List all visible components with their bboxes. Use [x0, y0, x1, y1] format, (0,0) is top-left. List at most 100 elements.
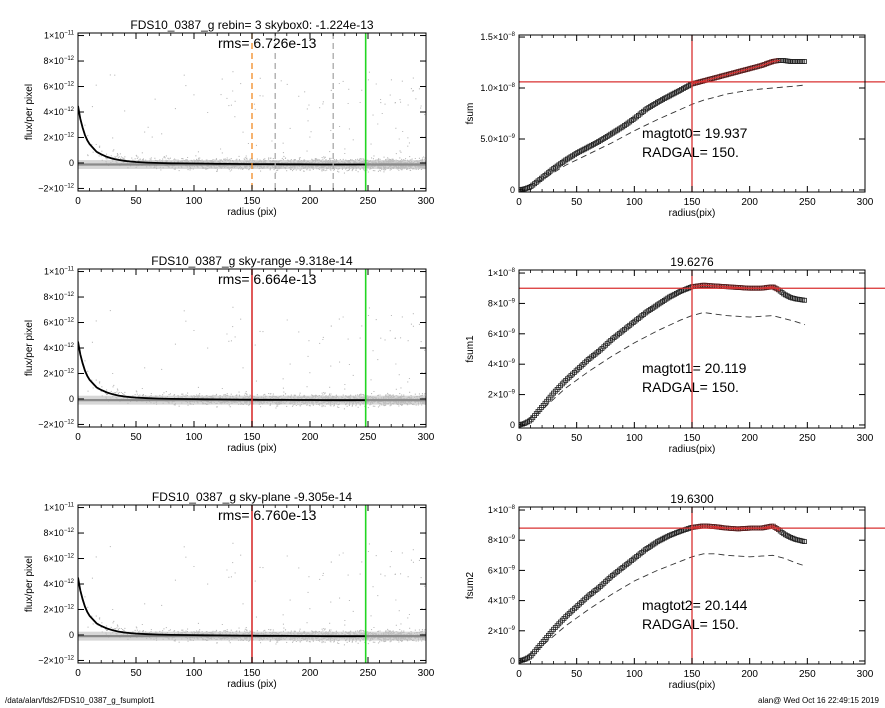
- radgal-annotation: RADGAL= 150.: [642, 379, 739, 395]
- y-tick-label: 1×10−8: [488, 268, 516, 278]
- x-tick-label: 300: [857, 433, 874, 444]
- magtot-annotation: magtot0= 19.937: [642, 125, 748, 141]
- x-tick-label: 0: [516, 669, 522, 680]
- y-tick-label: 0: [510, 420, 515, 430]
- x-tick-label: 200: [302, 196, 319, 207]
- x-tick-label: 300: [857, 197, 874, 208]
- radgal-annotation: RADGAL= 150.: [642, 616, 739, 632]
- y-tick-label: 1.0×10−8: [480, 83, 515, 93]
- y-tick-label: 2×10−12: [44, 604, 75, 614]
- x-tick-label: 150: [684, 669, 701, 680]
- x-tick-label: 150: [244, 668, 261, 679]
- chart-title: FDS10_0387_g sky-plane -9.305e-14: [152, 490, 352, 504]
- y-tick-label: 1×10−11: [44, 31, 75, 41]
- y-tick-label: 8×10−12: [44, 292, 75, 302]
- y-tick-label: 1×10−11: [44, 503, 75, 513]
- plot-panel-4: magtot1= 20.119 RADGAL= 150. 0 50 100 150 200 2…: [465, 255, 885, 455]
- y-tick-label: 0: [510, 185, 515, 195]
- mean-profile-line: [78, 577, 366, 638]
- dashed-curve: [519, 84, 806, 191]
- x-tick-label: 50: [130, 432, 142, 443]
- x-tick-label: 300: [418, 668, 435, 679]
- x-axis-label: radius(pix): [669, 680, 716, 691]
- x-tick-label: 0: [516, 197, 522, 208]
- x-tick-label: 250: [799, 197, 816, 208]
- plot-area: [78, 505, 426, 663]
- y-tick-label: 4×10−12: [44, 579, 75, 589]
- chart-title: FDS10_0387_g rebin= 3 skybox0: -1.224e-1…: [130, 18, 373, 32]
- y-axis-label: flux/per pixel: [24, 84, 35, 140]
- rms-annotation: rms= 6.726e-13: [218, 35, 317, 51]
- y-tick-label: −2×10−12: [38, 655, 74, 665]
- x-tick-label: 250: [799, 433, 816, 444]
- y-axis-label: fsum2: [465, 571, 476, 599]
- x-tick-label: 0: [75, 196, 81, 207]
- x-tick-label: 150: [244, 196, 261, 207]
- plot-panel-5: rms= 6.760e-13 0 50 100 150 200 250 300 −2×10−12…: [24, 490, 435, 690]
- footer-timestamp: alan@ Wed Oct 16 22:49:15 2019: [758, 696, 879, 705]
- y-tick-label: 6×10−12: [44, 318, 75, 328]
- x-tick-label: 300: [857, 669, 874, 680]
- rms-annotation: rms= 6.664e-13: [218, 271, 317, 287]
- y-tick-label: 1×10−11: [44, 267, 75, 277]
- plot-panel-1: rms= 6.726e-13 0 50 100 150 200 250 300 −2×10−12…: [24, 18, 435, 218]
- x-tick-label: 300: [418, 432, 435, 443]
- y-tick-label: 6×10−9: [488, 329, 516, 339]
- x-tick-label: 50: [130, 668, 142, 679]
- y-tick-label: 0: [69, 158, 74, 168]
- x-tick-label: 50: [571, 433, 583, 444]
- y-tick-label: 8×10−9: [488, 535, 516, 545]
- x-tick-label: 50: [571, 669, 583, 680]
- x-tick-label: 150: [684, 197, 701, 208]
- y-tick-label: 0: [510, 656, 515, 666]
- x-tick-label: 150: [684, 433, 701, 444]
- plot-panel-6: magtot2= 20.144 RADGAL= 150. 0 50 100 150 200 2…: [465, 492, 885, 691]
- y-tick-label: 1.5×10−8: [480, 32, 515, 42]
- x-tick-label: 100: [626, 433, 643, 444]
- fsum-curve: [519, 282, 807, 428]
- curve-point: [802, 297, 807, 303]
- y-tick-label: 8×10−9: [488, 298, 516, 308]
- plot-area: [78, 269, 426, 427]
- magtot-annotation: magtot2= 20.144: [642, 597, 748, 613]
- mean-profile-line: [78, 341, 366, 402]
- chart-title: FDS10_0387_g sky-range -9.318e-14: [151, 254, 353, 268]
- x-tick-label: 150: [244, 432, 261, 443]
- y-tick-label: 4×10−12: [44, 107, 75, 117]
- plot-area: [519, 523, 807, 664]
- x-tick-label: 200: [741, 197, 758, 208]
- y-tick-label: −2×10−12: [38, 419, 74, 429]
- y-axis-label: flux/per pixel: [24, 556, 35, 612]
- y-tick-label: 8×10−12: [44, 56, 75, 66]
- footer-path: /data/alan/fds2/FDS10_0387_g_fsumplot1: [5, 696, 155, 705]
- x-tick-label: 0: [516, 433, 522, 444]
- plot-area: [519, 58, 807, 192]
- x-tick-label: 200: [741, 669, 758, 680]
- y-tick-label: 2×10−9: [488, 390, 516, 400]
- y-axis-label: flux/per pixel: [24, 320, 35, 376]
- y-tick-label: 6×10−12: [44, 554, 75, 564]
- y-tick-label: 8×10−12: [44, 528, 75, 538]
- y-tick-label: 2×10−12: [44, 132, 75, 142]
- x-tick-label: 250: [360, 196, 377, 207]
- y-tick-label: 1×10−8: [488, 505, 516, 515]
- curve-point: [802, 539, 807, 544]
- x-axis-label: radius (pix): [227, 679, 276, 690]
- x-tick-label: 100: [186, 196, 203, 207]
- plot-panel-3: rms= 6.664e-13 0 50 100 150 200 250 300 −2×10−12…: [24, 254, 435, 454]
- plot-panel-2: magtot0= 19.937 RADGAL= 150. 0 50 100 150 200 2…: [465, 32, 885, 219]
- radgal-annotation: RADGAL= 150.: [642, 144, 739, 160]
- x-tick-label: 200: [302, 432, 319, 443]
- x-tick-label: 100: [626, 197, 643, 208]
- y-tick-label: 6×10−9: [488, 565, 516, 575]
- y-tick-label: 4×10−9: [488, 596, 516, 606]
- plateau-fit-line: [691, 59, 780, 85]
- x-tick-label: 200: [302, 668, 319, 679]
- y-tick-label: −2×10−12: [38, 183, 74, 193]
- pixel-scatter: [84, 71, 426, 174]
- x-tick-label: 250: [360, 432, 377, 443]
- fsum-curve: [519, 523, 807, 664]
- plot-area: [78, 33, 426, 191]
- y-tick-label: 6×10−12: [44, 82, 75, 92]
